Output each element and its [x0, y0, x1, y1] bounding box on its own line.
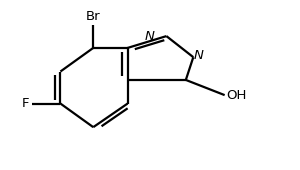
- Text: OH: OH: [226, 89, 247, 103]
- Text: N: N: [194, 49, 204, 62]
- Text: Br: Br: [86, 10, 100, 23]
- Text: N: N: [145, 30, 155, 43]
- Text: F: F: [22, 97, 30, 110]
